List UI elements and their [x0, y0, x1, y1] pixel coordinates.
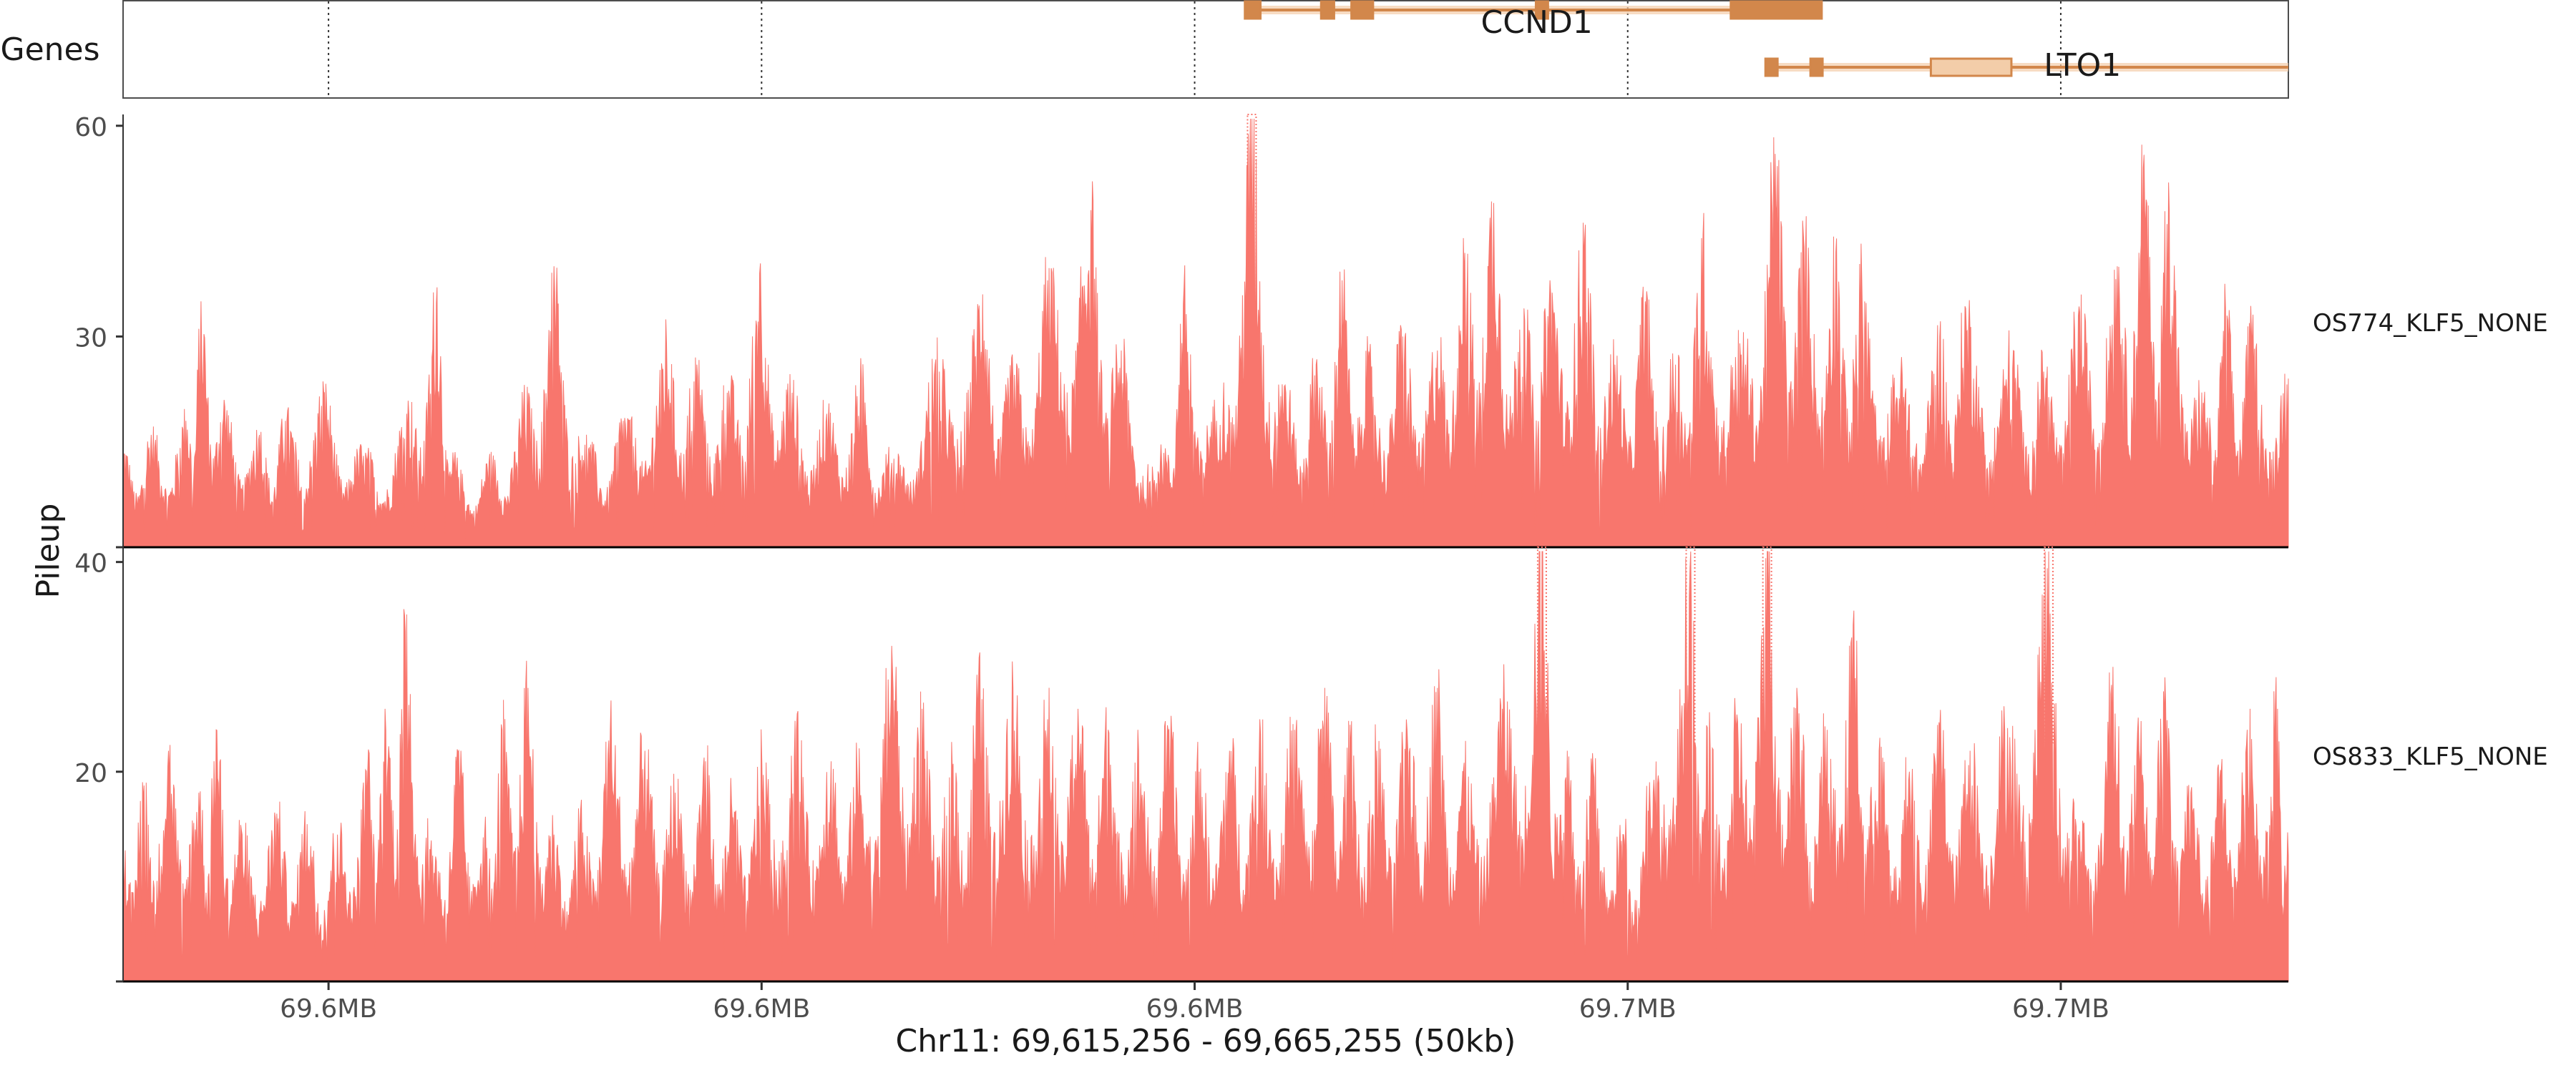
pileup-area-1	[122, 551, 2289, 982]
gene-track: CCND1 LTO1	[122, 0, 2289, 99]
clipped-peak-marker-3	[2044, 547, 2054, 744]
gene-lto1: LTO1	[1764, 47, 2288, 84]
gene-ccnd1: CCND1	[1244, 0, 1823, 41]
gene-exon	[1350, 0, 1375, 20]
pileup-panel-os833: 20 40 OS833_KLF5_NONE	[74, 547, 2548, 983]
x-tick-label-3: 69.7MB	[1579, 994, 1677, 1024]
x-tick-label-1: 69.6MB	[713, 994, 810, 1024]
gene-panel-frame	[122, 0, 2289, 99]
pileup-area-0	[122, 118, 2289, 548]
gene-exon	[1764, 57, 1779, 77]
x-axis: 69.6MB 69.6MB 69.6MB 69.7MB 69.7MB	[280, 981, 2109, 1024]
pileup-panel-os774: 30 60 OS774_KLF5_NONE	[74, 113, 2548, 549]
clipped-peak-marker-2	[1762, 547, 1772, 744]
sample-label-0: OS774_KLF5_NONE	[2313, 309, 2548, 338]
sample-label-1: OS833_KLF5_NONE	[2313, 743, 2548, 771]
x-tick-label-4: 69.7MB	[2012, 994, 2109, 1024]
gene-label-ccnd1: CCND1	[1481, 4, 1593, 41]
y-tick-label-0-1: 60	[74, 113, 107, 142]
y-tick-label-1-1: 40	[74, 549, 107, 579]
x-axis-title: Chr11: 69,615,256 - 69,665,255 (50kb)	[896, 1023, 1516, 1059]
y-tick-label-1-0: 20	[74, 759, 107, 788]
gene-exon	[1929, 57, 2013, 77]
x-tick-label-2: 69.6MB	[1146, 994, 1244, 1024]
clipped-peak-marker-0	[1536, 547, 1547, 744]
gene-exon	[1729, 0, 1823, 20]
y-tick-label-0-0: 30	[74, 323, 107, 353]
gene-track-title: Genes	[0, 31, 99, 68]
clipped-peak-marker-0	[1246, 114, 1257, 310]
clipped-peak-marker-1	[1685, 547, 1696, 744]
y-axis-title: Pileup	[30, 504, 67, 599]
gene-exon	[1319, 0, 1335, 20]
gene-label-lto1: LTO1	[2044, 47, 2121, 84]
gene-exon	[1244, 0, 1262, 20]
gene-exon	[1534, 0, 1549, 20]
x-tick-label-0: 69.6MB	[280, 994, 377, 1024]
gene-exon	[1809, 57, 1824, 77]
